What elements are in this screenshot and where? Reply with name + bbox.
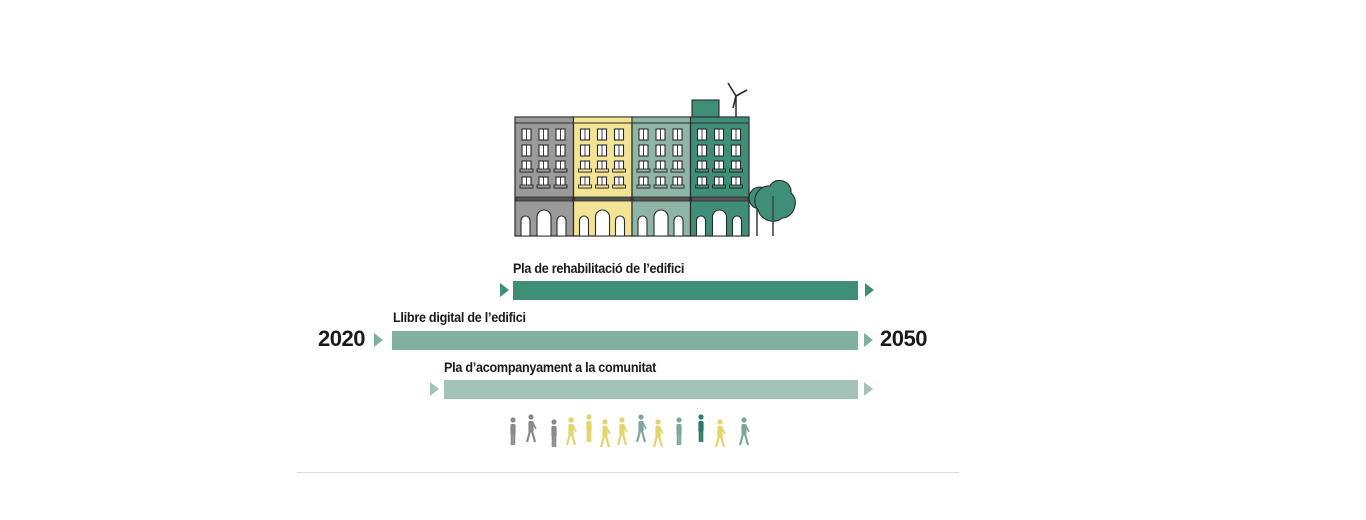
balcony [536, 184, 551, 189]
door [695, 215, 707, 237]
balcony [729, 184, 743, 189]
person-icon [586, 414, 592, 442]
balcony [695, 168, 709, 173]
building-row-illustration [514, 99, 750, 237]
balcony [712, 168, 726, 173]
door [536, 209, 552, 237]
bar-rehabilitation [513, 281, 858, 300]
balcony [653, 184, 668, 189]
balcony [578, 168, 592, 173]
arrow-start-rehabilitation-icon [500, 283, 509, 297]
person-icon [635, 414, 647, 443]
bar-digital-book [392, 331, 858, 350]
person-icon [738, 417, 750, 446]
balcony [612, 168, 626, 173]
building-green [689, 116, 750, 237]
door [637, 215, 648, 237]
balcony [636, 184, 651, 189]
balcony [695, 184, 709, 189]
start-year: 2020 [318, 326, 365, 351]
balcony [519, 168, 534, 173]
bar-label-rehabilitation: Pla de rehabilitació de l’edifici [513, 260, 685, 276]
door [614, 215, 626, 237]
balcony [670, 184, 685, 189]
door [653, 209, 669, 237]
tree-large [754, 179, 796, 222]
door [594, 209, 611, 237]
door [556, 215, 567, 237]
person-icon [616, 417, 628, 446]
divider [297, 472, 959, 473]
person-icon [510, 417, 516, 445]
door [673, 215, 684, 237]
balcony [536, 168, 551, 173]
door [711, 209, 728, 237]
rooftop-structure [691, 99, 720, 118]
balcony [553, 168, 568, 173]
door [578, 215, 590, 237]
person-icon [698, 414, 704, 442]
end-year: 2050 [880, 326, 927, 351]
person-icon [714, 419, 726, 448]
tree-illustration [748, 179, 796, 236]
balcony [712, 184, 726, 189]
balcony [519, 184, 534, 189]
balcony [578, 184, 592, 189]
balcony [670, 168, 685, 173]
arrow-end-community-icon [864, 382, 873, 396]
arrow-start-digital-book-icon [374, 333, 383, 347]
person-icon [565, 417, 577, 446]
wind-turbine-icon [727, 82, 748, 117]
arrow-end-rehabilitation-icon [865, 283, 874, 297]
balcony [653, 168, 668, 173]
building-grey [514, 116, 575, 237]
balcony [612, 184, 626, 189]
balcony [595, 168, 609, 173]
person-icon [652, 419, 664, 448]
bar-label-community: Pla d’acompanyament a la comunitat [444, 359, 657, 375]
balcony [553, 184, 568, 189]
person-icon [551, 419, 557, 447]
door [520, 215, 531, 237]
door [731, 215, 743, 237]
person-icon [525, 414, 537, 443]
arrow-start-community-icon [430, 382, 439, 396]
person-icon [676, 417, 682, 445]
balcony [729, 168, 743, 173]
person-icon [599, 419, 611, 448]
bar-community [444, 380, 858, 399]
community-people-illustration [510, 414, 750, 448]
building-sage [631, 116, 692, 237]
balcony [595, 184, 609, 189]
building-yellow [572, 116, 633, 237]
bar-label-digital-book: Llibre digital de l’edifici [393, 309, 526, 325]
balcony [636, 168, 651, 173]
arrow-end-digital-book-icon [864, 333, 873, 347]
